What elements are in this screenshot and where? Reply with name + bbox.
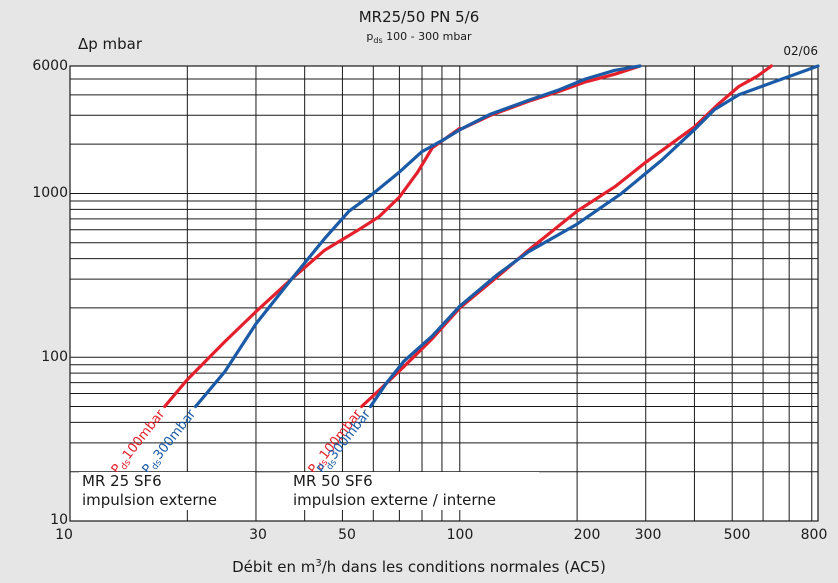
y-tick-label: 100 (41, 349, 68, 365)
x-tick-label: 300 (634, 527, 662, 543)
x-tick-label: 100 (446, 527, 474, 543)
mr50-300mbar-line (368, 64, 820, 409)
chart-title: MR25/50 PN 5/6 (358, 8, 480, 26)
series-layer (163, 64, 820, 409)
x-tick-label: 200 (573, 527, 601, 543)
x-tick-label: 500 (723, 527, 751, 543)
mr25-group-label: MR 25 SF6 impulsion externe (79, 472, 255, 510)
y-tick-label: 6000 (32, 58, 68, 74)
grid (70, 66, 818, 521)
x-tick-label: 50 (338, 527, 356, 543)
y-tick-label: 10 (50, 512, 68, 528)
chart-subtitle: pds 100 - 300 mbar (0, 30, 838, 45)
mr50-model: MR 50 SF6 (293, 472, 373, 490)
plot-area (69, 65, 819, 522)
x-tick-label: 10 (55, 527, 73, 543)
mr50-group-label: MR 50 SF6 impulsion externe / interne (290, 472, 539, 510)
x-tick-label: 30 (249, 527, 267, 543)
mr25-100mbar-line (163, 126, 462, 409)
subtitle-rest: 100 - 300 mbar (382, 30, 472, 43)
y-axis-label: Δp mbar (78, 35, 143, 53)
date-label: 02/06 (783, 44, 818, 58)
mr25-impulsion: impulsion externe (82, 491, 217, 509)
mr50-impulsion: impulsion externe / interne (293, 491, 497, 509)
x-title-sup: 3 (315, 558, 322, 569)
x-title-pre: Débit en m (232, 558, 316, 576)
mr25-model: MR 25 SF6 (82, 472, 162, 490)
subtitle-p: p (366, 30, 374, 43)
mr25-300mbar-line (194, 128, 462, 409)
subtitle-sub: ds (373, 36, 383, 46)
mr50-100mbar-line (360, 64, 773, 409)
x-title-post: /h dans les conditions normales (AC5) (321, 558, 606, 576)
x-tick-label: 800 (800, 527, 828, 543)
mr25-upper-300mbar-line (458, 64, 642, 132)
y-tick-label: 1000 (32, 185, 68, 201)
x-axis-title: Débit en m3/h dans les conditions normal… (0, 558, 838, 576)
